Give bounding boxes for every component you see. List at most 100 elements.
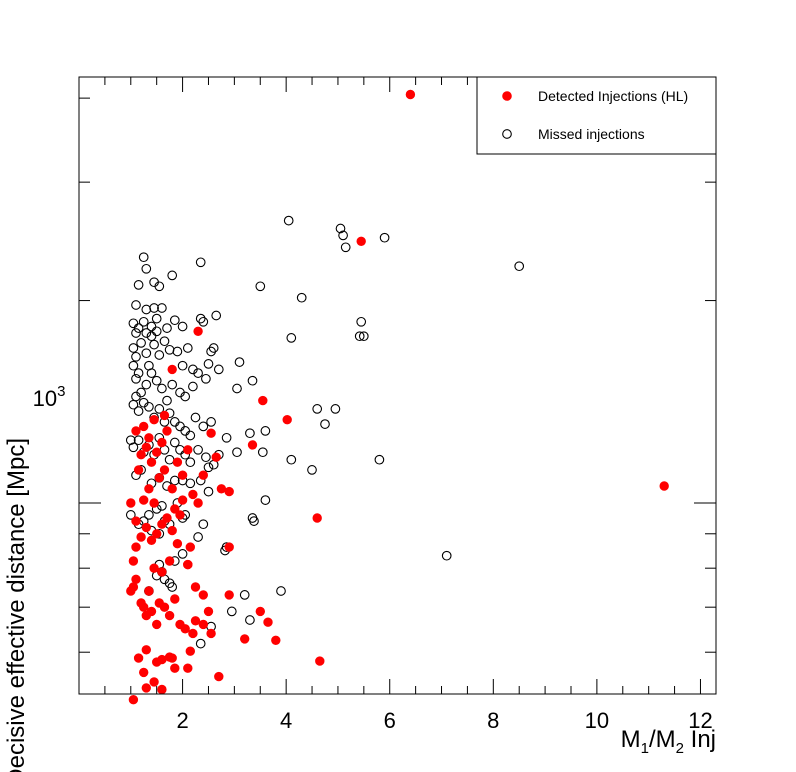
missed-point-127 <box>125 510 136 520</box>
detected-point-93 <box>190 616 201 626</box>
missed-point-102 <box>201 452 211 463</box>
detected-point-78 <box>141 645 152 655</box>
detected-point-57 <box>170 594 180 604</box>
missed-point-54 <box>208 343 219 353</box>
detected-point-4 <box>282 415 292 425</box>
missed-point-106 <box>257 447 268 458</box>
missed-point-13 <box>133 280 144 290</box>
missed-point-161 <box>141 328 152 338</box>
missed-point-36 <box>247 375 258 386</box>
missed-point-162 <box>146 331 157 342</box>
detected-point-36 <box>131 426 141 436</box>
missed-point-51 <box>182 343 193 353</box>
detected-point-83 <box>164 652 175 662</box>
detected-point-11 <box>224 486 234 497</box>
detected-point-52 <box>190 582 201 592</box>
detected-point-87 <box>138 667 149 678</box>
missed-point-38 <box>201 373 211 384</box>
missed-point-117 <box>185 478 196 489</box>
detected-point-97 <box>211 452 221 462</box>
detected-point-46 <box>149 563 159 573</box>
missed-point-28 <box>169 315 180 326</box>
detected-point-95 <box>131 516 141 526</box>
detected-point-73 <box>263 617 273 627</box>
missed-point-19 <box>195 313 206 324</box>
detected-point-16 <box>175 510 185 520</box>
missed-point-133 <box>198 519 209 530</box>
missed-point-37 <box>232 383 242 394</box>
detected-point-31 <box>159 465 170 475</box>
detected-point-42 <box>167 484 177 494</box>
missed-point-60 <box>162 395 172 406</box>
missed-point-29 <box>177 321 188 332</box>
data-points <box>125 89 669 705</box>
x-tick-label-12: 12 <box>688 708 712 733</box>
missed-point-20 <box>198 316 209 327</box>
missed-point-121 <box>203 486 214 497</box>
missed-point-97 <box>169 437 180 448</box>
detected-point-49 <box>224 542 234 552</box>
missed-point-153 <box>226 606 237 617</box>
detected-point-2 <box>193 326 203 337</box>
missed-point-15 <box>141 304 152 315</box>
detected-point-28 <box>144 484 154 494</box>
detected-point-39 <box>157 437 167 448</box>
missed-point-107 <box>286 454 297 465</box>
missed-point-12 <box>255 281 266 292</box>
missed-point-90 <box>133 435 144 446</box>
missed-point-26 <box>151 313 162 324</box>
detected-point-77 <box>315 656 325 666</box>
detected-point-76 <box>271 635 281 646</box>
missed-point-25 <box>146 321 157 332</box>
detected-point-14 <box>193 498 203 508</box>
detected-point-65 <box>151 619 162 630</box>
detected-point-50 <box>224 590 234 600</box>
missed-point-105 <box>232 447 242 458</box>
detected-point-30 <box>154 473 165 483</box>
detected-point-45 <box>164 556 175 566</box>
detected-point-69 <box>203 606 214 617</box>
missed-point-31 <box>286 333 297 343</box>
missed-point-44 <box>141 348 152 359</box>
missed-point-52 <box>188 364 198 375</box>
detected-point-35 <box>146 457 157 467</box>
missed-point-115 <box>169 475 180 486</box>
missed-point-2 <box>338 230 348 241</box>
detected-point-79 <box>133 653 144 663</box>
missed-point-42 <box>131 351 141 362</box>
missed-point-8 <box>141 263 152 274</box>
detected-point-91 <box>128 695 139 705</box>
missed-point-46 <box>149 339 159 350</box>
detected-point-90 <box>157 684 167 695</box>
missed-point-82 <box>221 432 232 443</box>
detected-point-19 <box>162 513 172 523</box>
detected-point-34 <box>141 442 152 453</box>
plot-frame <box>78 76 717 695</box>
detected-point-43 <box>172 539 183 549</box>
missed-point-30 <box>356 316 367 327</box>
detected-point-84 <box>170 663 180 673</box>
detected-point-60 <box>144 586 154 596</box>
missed-point-48 <box>159 336 170 347</box>
missed-point-17 <box>157 303 167 313</box>
missed-point-80 <box>198 421 209 432</box>
detected-point-74 <box>206 628 216 639</box>
detected-point-59 <box>154 598 165 608</box>
detected-point-100 <box>149 415 159 425</box>
missed-point-63 <box>146 368 157 378</box>
missed-point-21 <box>211 310 222 321</box>
y-tick-label-1000: 103 <box>33 383 66 411</box>
x-tick-label-6: 6 <box>384 708 396 733</box>
missed-point-0 <box>283 215 294 226</box>
detected-point-51 <box>183 559 193 570</box>
missed-point-14 <box>131 300 141 310</box>
missed-point-18 <box>296 292 307 303</box>
missed-point-43 <box>136 338 146 348</box>
legend-box <box>476 76 717 155</box>
missed-point-33 <box>358 331 369 342</box>
detected-point-6 <box>206 428 216 438</box>
detected-point-24 <box>136 532 146 542</box>
detected-point-92 <box>185 646 196 656</box>
legend-marker-missed <box>502 129 512 139</box>
missed-point-61 <box>157 383 167 394</box>
